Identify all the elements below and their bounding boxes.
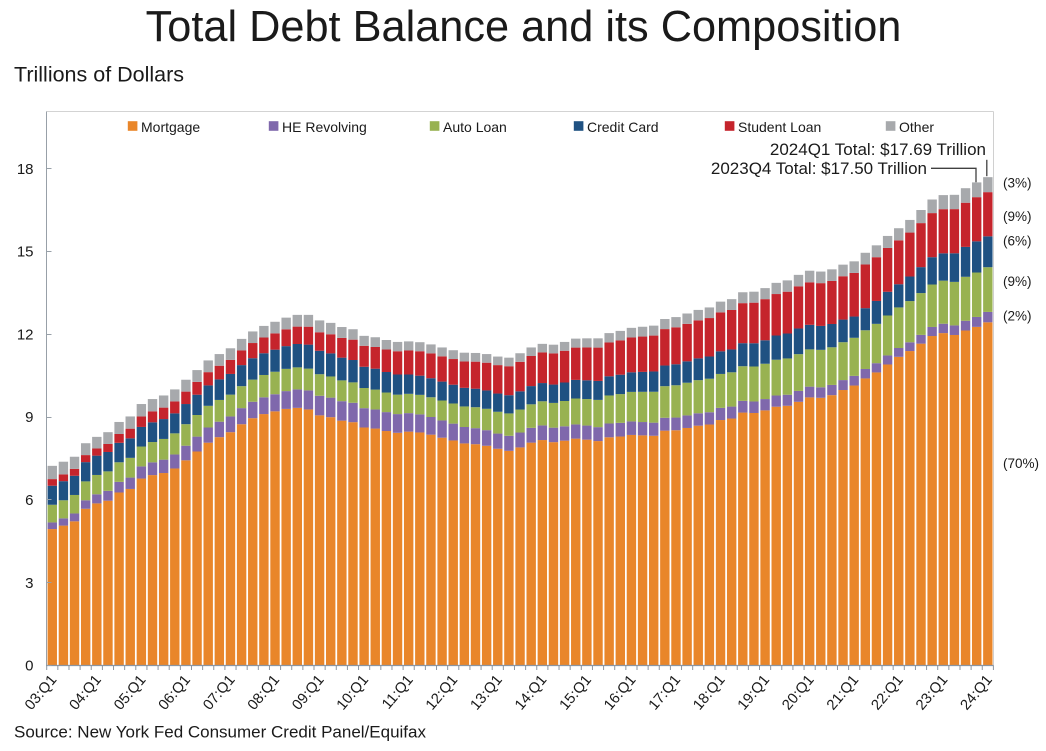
svg-text:2023Q4 Total: $17.50 Trillion: 2023Q4 Total: $17.50 Trillion: [711, 159, 927, 178]
svg-text:Credit Card: Credit Card: [587, 119, 659, 135]
svg-text:6: 6: [25, 492, 33, 509]
svg-text:Other: Other: [899, 119, 934, 135]
svg-text:(3%): (3%): [1003, 176, 1032, 191]
svg-text:15: 15: [17, 244, 34, 261]
svg-text:12: 12: [17, 326, 34, 343]
svg-text:(9%): (9%): [1003, 209, 1032, 224]
svg-text:Auto Loan: Auto Loan: [443, 119, 507, 135]
svg-text:Mortgage: Mortgage: [141, 119, 200, 135]
svg-text:2024Q1 Total: $17.69 Trillion: 2024Q1 Total: $17.69 Trillion: [770, 140, 986, 159]
svg-text:(6%): (6%): [1003, 234, 1032, 249]
svg-text:3: 3: [25, 575, 33, 592]
svg-text:Total Debt Balance and its Com: Total Debt Balance and its Composition: [146, 3, 902, 51]
svg-text:(70%): (70%): [1003, 456, 1039, 471]
svg-text:0: 0: [25, 658, 33, 675]
svg-text:Student Loan: Student Loan: [738, 119, 821, 135]
svg-text:18: 18: [17, 161, 34, 178]
svg-text:(9%): (9%): [1003, 274, 1032, 289]
svg-text:Trillions of Dollars: Trillions of Dollars: [14, 63, 184, 87]
svg-text:9: 9: [25, 409, 33, 426]
svg-text:HE Revolving: HE Revolving: [282, 119, 367, 135]
svg-text:Source: New York Fed Consumer: Source: New York Fed Consumer Credit Pan…: [14, 723, 426, 742]
svg-text:(2%): (2%): [1003, 309, 1032, 324]
